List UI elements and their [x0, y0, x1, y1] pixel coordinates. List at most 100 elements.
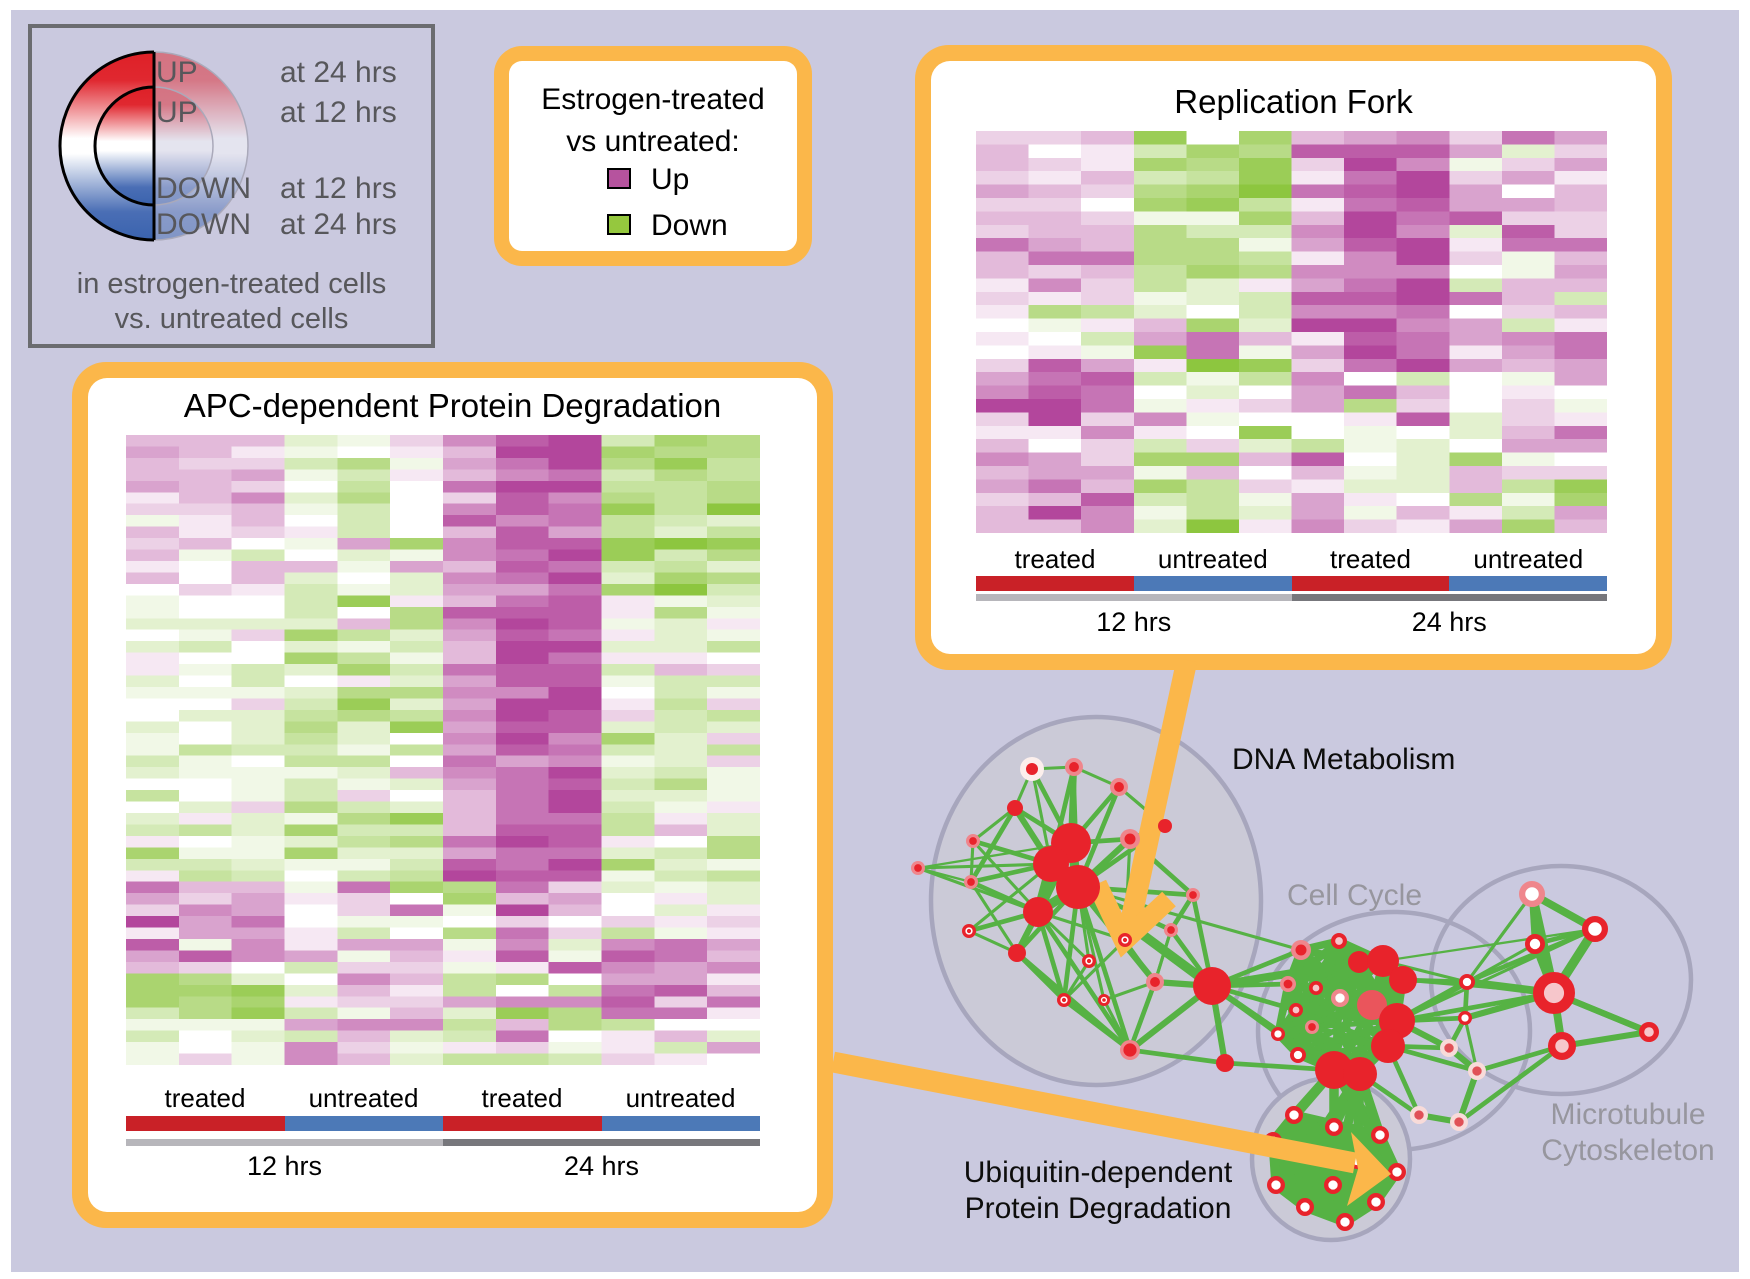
heatmap-cell	[337, 1030, 391, 1043]
heatmap-cell	[1344, 278, 1398, 293]
heatmap-cell	[1291, 358, 1345, 373]
heatmap-cell	[1344, 318, 1398, 333]
heatmap-cell	[390, 457, 444, 470]
updown-time-1: at 24 hrs	[280, 56, 397, 89]
heatmap-cell	[126, 927, 180, 940]
heatmap-cell	[1186, 479, 1240, 494]
heatmap-cell	[1081, 198, 1135, 212]
heatmap-cell	[390, 561, 444, 573]
heatmap-cell	[284, 870, 338, 883]
heatmap-cell	[1186, 466, 1240, 480]
heatmap-cell	[390, 893, 444, 906]
heatmap-cell	[178, 526, 233, 539]
estrogen-legend-title-line1: Estrogen-treated	[541, 83, 765, 116]
heatmap-cell	[1186, 251, 1240, 266]
heatmap-cell	[231, 950, 285, 963]
heatmap-cell	[337, 847, 391, 860]
heatmap-cell	[178, 824, 233, 837]
heatmap-cell	[443, 457, 497, 470]
heatmap-cell	[337, 503, 391, 516]
heatmap-cell	[1186, 198, 1240, 212]
heatmap-cell	[495, 847, 550, 860]
heatmap-cell	[548, 606, 602, 619]
heatmap-cell	[1554, 519, 1607, 533]
heatmap-cell	[231, 687, 285, 699]
heatmap-cell	[1028, 184, 1082, 199]
heatmap-cell	[231, 813, 285, 825]
heatmap-cell	[1449, 466, 1503, 480]
heatmap-cell	[976, 278, 1030, 293]
heatmap-cell	[1133, 291, 1187, 306]
heatmap-cell	[126, 572, 180, 585]
heatmap-cell	[337, 835, 391, 848]
heatmap-cell	[1449, 385, 1503, 400]
heatmap-cell	[1186, 144, 1240, 159]
heatmap-cell	[126, 698, 180, 711]
heatmap-cell	[976, 131, 1030, 145]
heatmap-cell	[1238, 251, 1292, 266]
heatmap-cell	[1396, 224, 1450, 239]
heatmap-cell	[495, 503, 550, 516]
apc-group-label-2: untreated	[308, 1083, 419, 1113]
heatmap-cell	[976, 372, 1030, 387]
heatmap-cell	[284, 595, 338, 608]
heatmap-cell	[390, 813, 444, 825]
heatmap-cell	[654, 709, 708, 722]
heatmap-cell	[390, 801, 444, 814]
heatmap-cell	[707, 767, 760, 780]
heatmap-cell	[1501, 506, 1555, 521]
heatmap-cell	[1291, 157, 1345, 172]
heatmap-cell	[1291, 439, 1345, 454]
heatmap-cell	[601, 767, 655, 780]
heatmap-cell	[1081, 238, 1135, 253]
heatmap-cell	[495, 1019, 550, 1032]
heatmap-cell	[1449, 345, 1503, 360]
network-node	[1444, 1043, 1454, 1053]
heatmap-cell	[337, 698, 391, 711]
heatmap-cell	[1238, 479, 1292, 494]
heatmap-cell	[601, 492, 655, 505]
heatmap-cell	[548, 904, 602, 917]
heatmap-cell	[1291, 452, 1345, 467]
heatmap-cell	[707, 675, 760, 688]
heatmap-cell	[1291, 466, 1345, 480]
heatmap-cell	[548, 984, 602, 997]
heatmap-cell	[178, 664, 233, 677]
heatmap-cell	[1449, 372, 1503, 387]
apc-time-label-24: 24 hrs	[563, 1151, 640, 1181]
heatmap-cell	[126, 813, 180, 825]
heatmap-cell	[548, 687, 602, 699]
heatmap-cell	[1554, 399, 1607, 413]
heatmap-cell	[707, 835, 760, 848]
heatmap-cell	[601, 583, 655, 596]
heatmap-cell	[1028, 278, 1082, 293]
heatmap-cell	[178, 835, 233, 848]
network-edge	[1402, 978, 1555, 995]
heatmap-cell	[178, 435, 233, 447]
heatmap-cell	[1028, 425, 1082, 440]
heatmap-cell	[548, 1053, 602, 1065]
heatmap-cell	[443, 446, 497, 459]
heatmap-cell	[126, 1019, 180, 1032]
heatmap-cell	[231, 480, 285, 493]
apc-heatmap	[126, 435, 760, 1065]
heatmap-cell	[601, 606, 655, 619]
heatmap-cell	[601, 961, 655, 974]
heatmap-cell	[337, 618, 391, 631]
heatmap-cell	[284, 744, 338, 757]
network-node	[1325, 1118, 1344, 1137]
heatmap-cell	[495, 652, 550, 665]
heatmap-cell	[443, 813, 497, 825]
heatmap-cell	[654, 778, 708, 791]
heatmap-cell	[1238, 305, 1292, 320]
heatmap-cell	[1344, 265, 1398, 279]
heatmap-cell	[654, 721, 708, 734]
heatmap-cell	[1133, 157, 1187, 172]
heatmap-cell	[284, 961, 338, 974]
heatmap-cell	[548, 538, 602, 551]
heatmap-cell	[1501, 184, 1555, 199]
heatmap-cell	[1449, 211, 1503, 226]
rf-12hr-bar	[976, 594, 1292, 601]
